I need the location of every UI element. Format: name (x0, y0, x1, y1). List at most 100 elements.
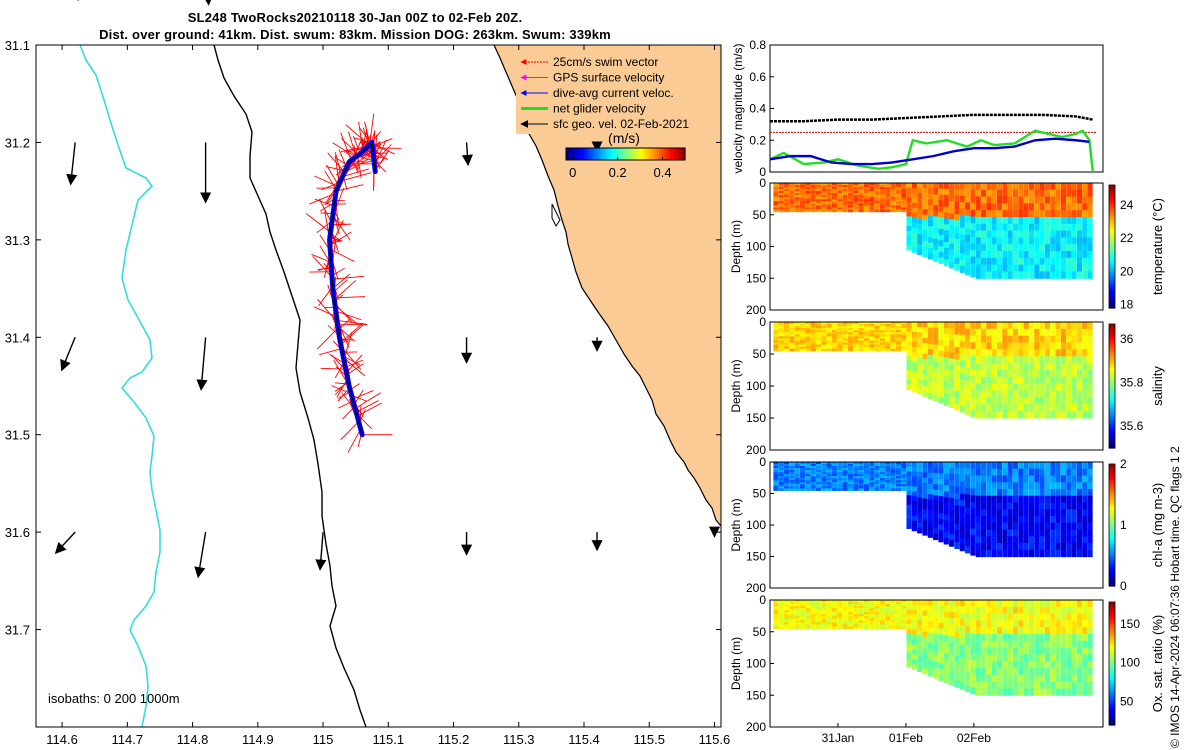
section-cell (943, 375, 949, 383)
section-cell (1076, 462, 1082, 470)
section-cell (1076, 529, 1082, 537)
section-cell (970, 382, 976, 391)
section-cell (874, 474, 880, 477)
section-cell (1002, 411, 1008, 419)
section-cell (996, 674, 1003, 683)
section-cell (863, 193, 870, 196)
section-colorbar-cell (1109, 413, 1115, 418)
section-colorbar-cell (1109, 255, 1115, 260)
section-cell (927, 349, 933, 356)
section-cell (858, 626, 864, 630)
section-cell (1076, 342, 1082, 351)
section-cell (810, 342, 816, 346)
section-colorbar-cell (1109, 515, 1115, 520)
section-cell (938, 251, 944, 259)
section-cell (1044, 376, 1051, 385)
section-cell (879, 332, 886, 335)
section-cell (1023, 342, 1029, 351)
section-cell (863, 346, 870, 350)
section-cell (986, 376, 992, 385)
section-cell (1087, 634, 1093, 642)
section-cell (800, 332, 806, 335)
section-cell (1050, 495, 1056, 504)
section-cell (954, 649, 960, 657)
section-cell (1082, 404, 1088, 412)
section-cell (837, 468, 843, 471)
section-colorbar-cell (1109, 441, 1115, 446)
section-cell (842, 604, 848, 607)
section-cell (965, 619, 971, 627)
map-xtick-label: 114.7 (112, 732, 144, 747)
section-cell (1034, 634, 1040, 642)
section-cell (927, 665, 933, 672)
section-cell (1023, 264, 1029, 273)
section-cell (895, 606, 901, 609)
section-cell (1018, 411, 1024, 419)
section-colorbar-cell (1109, 212, 1115, 217)
section-cell (986, 342, 992, 351)
section-cell (890, 482, 896, 485)
colorbar-cell (577, 148, 581, 160)
section-colorbar-cell (1109, 620, 1115, 625)
section-cell (895, 624, 901, 628)
section-cell (1060, 668, 1067, 676)
section-cell (778, 193, 784, 196)
section-cell (1044, 502, 1051, 510)
section-cell (965, 254, 971, 263)
section-cell (996, 640, 1003, 649)
section-cell (885, 610, 891, 613)
section-cell (1055, 661, 1061, 669)
section-cell (1076, 390, 1082, 399)
section-cell (863, 209, 870, 213)
colorbar-frame (565, 147, 686, 161)
section-cell (1055, 203, 1061, 211)
section-cell (821, 207, 827, 211)
section-cell (778, 484, 784, 487)
section-cell (784, 346, 790, 350)
section-cell (917, 244, 923, 250)
section-cell (938, 391, 944, 398)
section-cell (784, 191, 790, 194)
section-cell (837, 344, 843, 348)
section-cell (773, 203, 779, 207)
section-cell (858, 486, 864, 489)
section-cell (906, 657, 912, 663)
section-cell (895, 480, 901, 483)
section-cell (922, 519, 928, 526)
section-cell (949, 528, 955, 535)
colorbar-cell (631, 148, 635, 160)
section-cell (1028, 640, 1035, 649)
section-cell (847, 193, 854, 196)
section-cell (1044, 634, 1051, 642)
section-cell (943, 462, 949, 469)
section-cell (938, 634, 944, 641)
section-cell (1055, 223, 1061, 232)
section-cell (890, 191, 896, 194)
section-cell (847, 328, 854, 331)
section-cell (954, 511, 960, 519)
section-cell (805, 468, 811, 471)
swim-vector (340, 172, 372, 182)
section-cell (911, 664, 917, 670)
section-cell (970, 270, 976, 278)
section-cell (901, 342, 907, 346)
colorbar-cell (585, 148, 589, 160)
section-colorbar-cell (1109, 626, 1115, 631)
section-cell (805, 328, 811, 331)
section-cell (986, 536, 992, 544)
section-cell (784, 608, 790, 611)
section-cell (853, 334, 859, 337)
section-cell (970, 342, 976, 350)
section-cell (949, 334, 955, 341)
section-cell (821, 606, 827, 609)
section-cell (874, 480, 880, 483)
section-cell (991, 640, 997, 649)
section-cell (831, 618, 838, 622)
section-cell (805, 622, 811, 626)
section-cell (1071, 661, 1077, 669)
section-cell (949, 660, 955, 668)
section-cell (943, 635, 949, 642)
section-cell (1034, 495, 1040, 504)
section-cell (831, 476, 838, 479)
section-cell (1039, 522, 1045, 531)
